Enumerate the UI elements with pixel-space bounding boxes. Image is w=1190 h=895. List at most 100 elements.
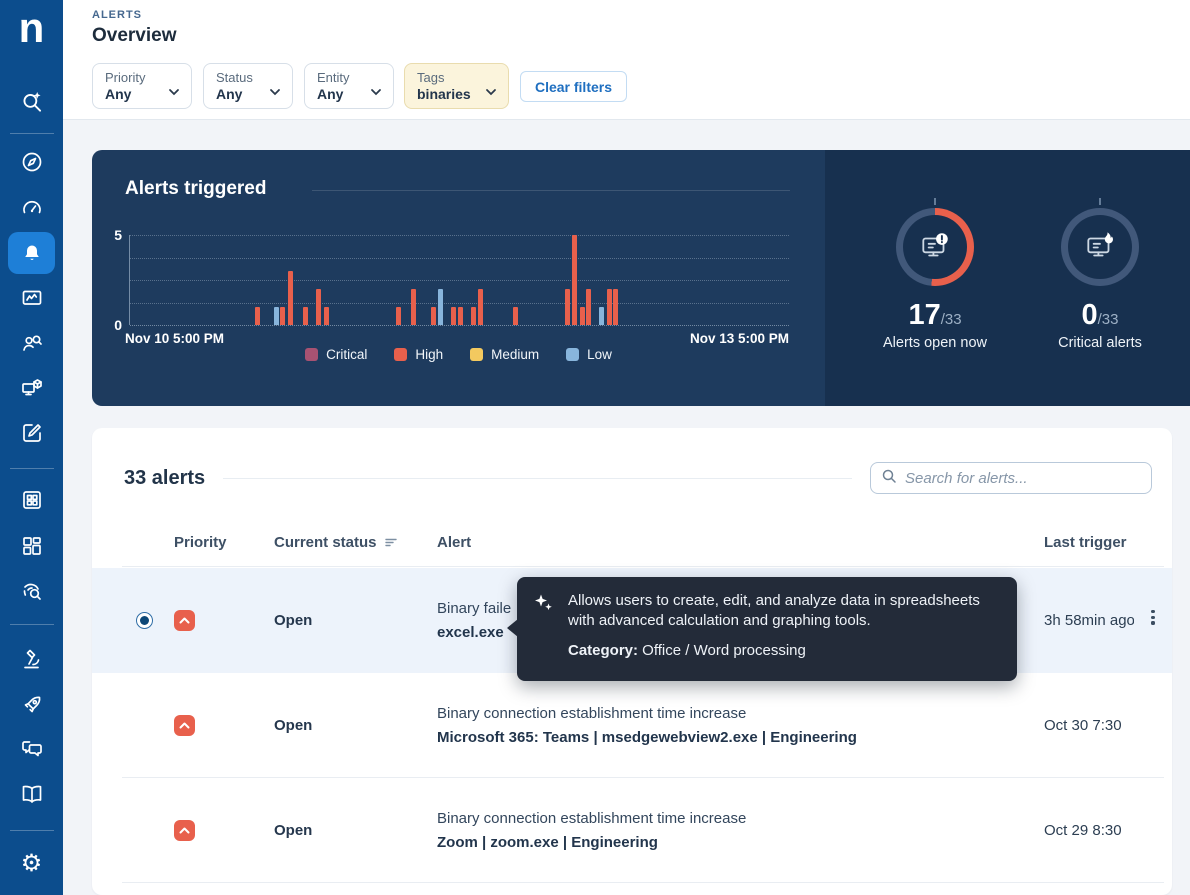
table-column-headers: Priority Current status Alert Last trigg…: [92, 534, 1172, 558]
filter-priority[interactable]: Priority Any: [92, 63, 192, 109]
table-header-divider: [122, 566, 1164, 567]
table-row[interactable]: Open Binary connection establishment tim…: [92, 778, 1172, 883]
chart-bar: [395, 307, 401, 325]
alert-cell: Binary connection establishment time inc…: [437, 809, 746, 853]
chart-bar: [450, 307, 456, 325]
chevron-down-icon: [485, 83, 497, 101]
legend-swatch: [566, 348, 580, 361]
search-icon: [881, 468, 897, 489]
tooltip-category: Category: Office / Word processing: [568, 642, 806, 659]
alert-cell: Binary faile excel.exe: [437, 599, 511, 643]
status-open: Open: [274, 612, 313, 629]
user-search-icon[interactable]: [14, 325, 50, 361]
alerts-summary-panel: Alerts triggered 5 0 Nov 10 5:00 PM Nov …: [92, 150, 1190, 406]
alert-subtitle: Zoom | zoom.exe | Engineering: [437, 834, 658, 851]
chart-bar: [323, 307, 329, 325]
row-divider: [122, 777, 1164, 778]
column-last-trigger[interactable]: Last trigger: [1044, 534, 1127, 551]
alerts-search[interactable]: [870, 462, 1152, 494]
sort-icon[interactable]: [384, 535, 397, 552]
legend-item-medium: Medium: [470, 347, 539, 362]
chart-bar: [437, 289, 443, 325]
grid-apps-icon[interactable]: [14, 482, 50, 518]
chevron-down-icon: [269, 83, 281, 101]
chart-bar: [580, 307, 586, 325]
gauge-critical-alerts: 0/33 Critical alerts: [1020, 198, 1180, 351]
gauge-label: Critical alerts: [1058, 335, 1142, 351]
table-row[interactable]: Open Binary connection establishment tim…: [92, 673, 1172, 778]
monitor-flame-icon: [1087, 232, 1113, 257]
layout-blocks-icon[interactable]: [14, 528, 50, 564]
breadcrumb: ALERTS: [92, 9, 142, 21]
chart-bar: [477, 289, 483, 325]
chart-bar: [280, 307, 286, 325]
priority-high-badge: [174, 820, 195, 841]
filter-tags[interactable]: Tags binaries: [404, 63, 509, 109]
sidebar: n: [0, 0, 63, 895]
sparkles-icon: [533, 593, 555, 620]
title-divider: [312, 190, 790, 191]
ai-description-tooltip: Allows users to create, edit, and analyz…: [507, 577, 1017, 681]
sidebar-divider: [10, 624, 54, 625]
dashboard-gauge-icon[interactable]: [14, 190, 50, 226]
alerts-gauges-panel: 17/33 Alerts open now 0/33 Critical aler…: [825, 150, 1190, 406]
filter-label: Priority: [105, 70, 146, 85]
last-trigger-value: 3h 58min ago: [1044, 612, 1134, 629]
header-divider: [223, 477, 852, 479]
monitor-chart-icon[interactable]: [14, 280, 50, 316]
ai-search-icon[interactable]: [14, 84, 50, 120]
alert-title: Binary connection establishment time inc…: [437, 705, 747, 722]
note-edit-icon[interactable]: [14, 415, 50, 451]
column-current-status[interactable]: Current status: [274, 534, 397, 552]
filter-entity[interactable]: Entity Any: [304, 63, 394, 109]
filter-label: Tags: [417, 70, 445, 85]
filter-value: Any: [105, 86, 132, 102]
app-logo[interactable]: n: [18, 4, 45, 51]
legend-item-critical: Critical: [305, 347, 367, 362]
last-trigger-value: Oct 29 8:30: [1044, 822, 1122, 839]
last-trigger-value: Oct 30 7:30: [1044, 717, 1122, 734]
compass-icon[interactable]: [14, 144, 50, 180]
alerts-bell-icon[interactable]: [14, 235, 50, 271]
filter-status[interactable]: Status Any: [203, 63, 293, 109]
legend-item-low: Low: [566, 347, 612, 362]
alert-subtitle: excel.exe: [437, 624, 504, 641]
legend-swatch: [305, 348, 319, 361]
priority-high-badge: [174, 715, 195, 736]
rocket-icon[interactable]: [14, 687, 50, 723]
fingerprint-search-icon[interactable]: [14, 573, 50, 609]
chart-bar: [288, 271, 294, 325]
search-input[interactable]: [905, 469, 1141, 487]
page-header: ALERTS Overview Priority Any Status Any …: [63, 0, 1190, 120]
gauge-label: Alerts open now: [883, 335, 987, 351]
monitor-alert-icon: [922, 233, 948, 257]
filter-value: Any: [317, 86, 344, 102]
legend-swatch: [394, 348, 408, 361]
column-priority[interactable]: Priority: [174, 534, 227, 551]
clear-filters-button[interactable]: Clear filters: [520, 71, 627, 102]
row-radio-selected[interactable]: [136, 612, 153, 629]
alerts-triggered-chart: Alerts triggered 5 0 Nov 10 5:00 PM Nov …: [92, 150, 825, 406]
chat-bubbles-icon[interactable]: [14, 731, 50, 767]
alert-cell: Binary connection establishment time inc…: [437, 704, 857, 748]
column-alert[interactable]: Alert: [437, 534, 472, 551]
chart-bar: [512, 307, 518, 325]
alert-subtitle: Microsoft 365: Teams | msedgewebview2.ex…: [437, 729, 857, 746]
settings-gear-icon[interactable]: ⚙: [20, 850, 43, 877]
device-cube-icon[interactable]: [14, 370, 50, 406]
x-axis-end-label: Nov 13 5:00 PM: [689, 331, 789, 346]
book-icon[interactable]: [14, 776, 50, 812]
status-open: Open: [274, 822, 313, 839]
row-menu-kebab-icon[interactable]: [1145, 610, 1161, 630]
chart-legend: Critical High Medium Low: [92, 347, 825, 362]
chart-bar: [274, 307, 280, 325]
sidebar-divider: [10, 830, 54, 831]
chart-bar: [458, 307, 464, 325]
filter-label: Status: [216, 70, 253, 85]
chart-bar: [564, 289, 570, 325]
alerts-count: 33 alerts: [124, 466, 206, 489]
lab-microscope-icon[interactable]: [14, 641, 50, 677]
gauge-alerts-open: 17/33 Alerts open now: [855, 198, 1015, 351]
chart-bar: [607, 289, 613, 325]
chart-bar: [302, 307, 308, 325]
